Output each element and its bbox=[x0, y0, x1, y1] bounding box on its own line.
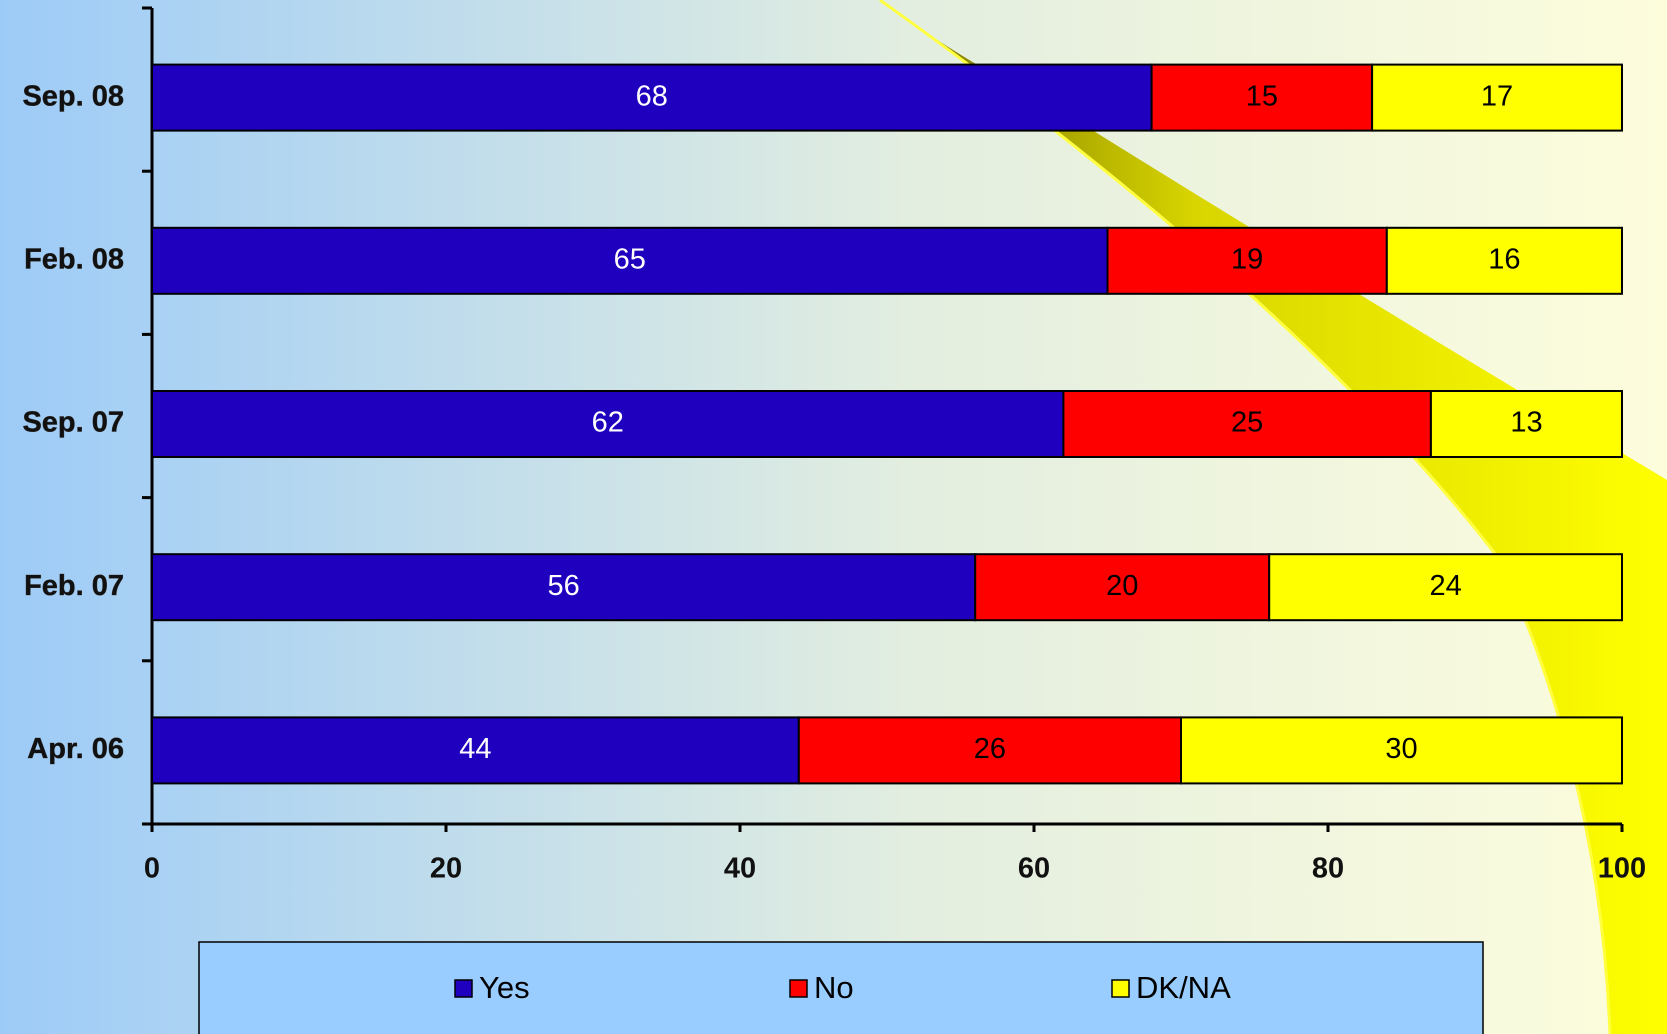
y-tick-label: Sep. 08 bbox=[22, 80, 124, 112]
data-label: 62 bbox=[592, 407, 624, 439]
bar-segment bbox=[1180, 716, 1623, 785]
bar-segment bbox=[1106, 226, 1388, 295]
bar-segment bbox=[1150, 63, 1374, 132]
legend-label: DK/NA bbox=[1136, 970, 1231, 1005]
bar-segment bbox=[797, 716, 1182, 785]
bar-segment bbox=[1268, 553, 1623, 622]
bar-segment bbox=[1429, 390, 1624, 458]
legend-swatch bbox=[789, 979, 808, 998]
bar-segment bbox=[1385, 226, 1624, 295]
data-label: 15 bbox=[1246, 80, 1278, 112]
legend-label: No bbox=[814, 970, 854, 1005]
legend-box bbox=[198, 941, 1484, 1034]
x-tick-label: 100 bbox=[1598, 853, 1646, 885]
legend-label: Yes bbox=[479, 970, 530, 1005]
bar-segment bbox=[151, 553, 977, 622]
decor-swoosh-edge bbox=[879, 0, 1612, 1034]
data-label: 20 bbox=[1106, 570, 1138, 602]
data-label: 19 bbox=[1231, 243, 1263, 275]
bar-segment bbox=[151, 390, 1065, 458]
bar-segment bbox=[151, 716, 800, 785]
data-label: 25 bbox=[1231, 407, 1263, 439]
data-label: 17 bbox=[1481, 80, 1513, 112]
legend-swatch bbox=[454, 979, 473, 998]
y-tick-label: Feb. 08 bbox=[24, 243, 124, 275]
data-label: 65 bbox=[614, 243, 646, 275]
bar-segment bbox=[1371, 63, 1623, 132]
legend-swatch bbox=[1111, 979, 1130, 998]
bar-segment bbox=[1062, 390, 1432, 458]
data-label: 68 bbox=[636, 80, 668, 112]
data-label: 56 bbox=[547, 570, 579, 602]
data-label: 16 bbox=[1488, 243, 1520, 275]
x-tick-label: 60 bbox=[1018, 853, 1050, 885]
x-tick-label: 40 bbox=[724, 853, 756, 885]
bar-segment bbox=[151, 226, 1109, 295]
x-tick-label: 20 bbox=[430, 853, 462, 885]
y-tick-label: Feb. 07 bbox=[24, 570, 124, 602]
bar-segment bbox=[974, 553, 1271, 622]
x-tick-label: 0 bbox=[144, 853, 160, 885]
x-tick-label: 80 bbox=[1312, 853, 1344, 885]
data-label: 13 bbox=[1510, 407, 1542, 439]
data-label: 26 bbox=[974, 733, 1006, 765]
y-tick-label: Sep. 07 bbox=[22, 407, 124, 439]
decor-swoosh bbox=[880, 0, 1667, 1034]
data-label: 44 bbox=[459, 733, 491, 765]
y-tick-label: Apr. 06 bbox=[27, 733, 124, 765]
data-label: 30 bbox=[1385, 733, 1417, 765]
data-label: 24 bbox=[1429, 570, 1461, 602]
